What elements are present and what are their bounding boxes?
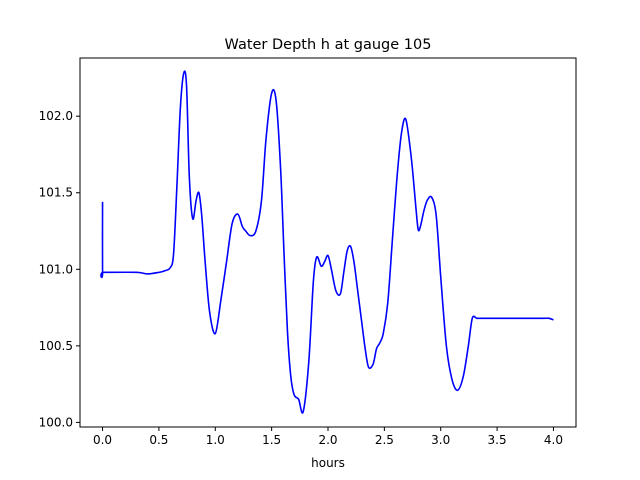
x-tick-label: 1.0 [206, 433, 225, 447]
x-axis-label: hours [311, 456, 345, 470]
y-tick-label: 102.0 [39, 109, 73, 123]
x-tick-label: 3.0 [431, 433, 450, 447]
y-tick-label: 100.0 [39, 415, 73, 429]
axes-frame [79, 57, 577, 428]
x-tick-label: 2.5 [375, 433, 394, 447]
y-axis: 100.0 100.5 101.0 101.5 102.0 [39, 109, 80, 429]
plot-area [100, 70, 554, 414]
chart-title: Water Depth h at gauge 105 [225, 37, 432, 53]
x-tick-label: 3.5 [488, 433, 507, 447]
x-axis: 0.0 0.5 1.0 1.5 2.0 2.5 3.0 3.5 4.0 [93, 427, 563, 447]
x-tick-label: 1.5 [262, 433, 281, 447]
y-tick-label: 100.5 [39, 339, 73, 353]
x-tick-label: 0.0 [93, 433, 112, 447]
y-tick-label: 101.5 [39, 186, 73, 200]
x-tick-label: 4.0 [544, 433, 563, 447]
x-tick-label: 0.5 [149, 433, 168, 447]
water-depth-line [100, 70, 554, 414]
x-tick-label: 2.0 [318, 433, 337, 447]
y-tick-label: 101.0 [39, 262, 73, 276]
